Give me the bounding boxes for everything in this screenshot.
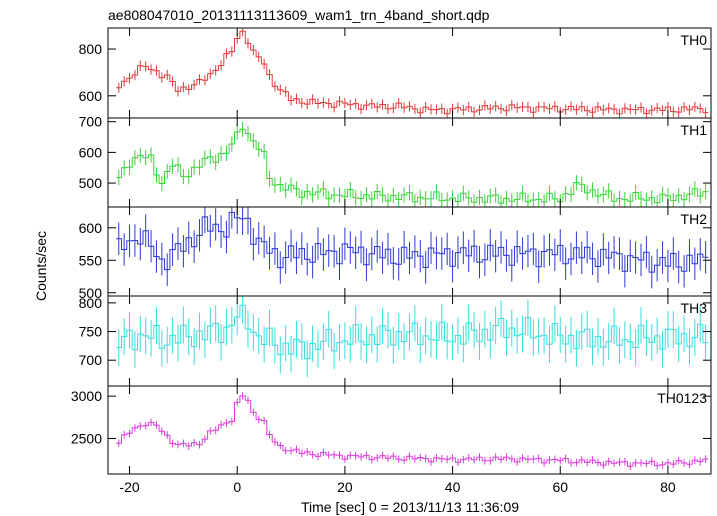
y-tick-label: 700	[79, 114, 103, 130]
x-tick-label: 40	[445, 479, 461, 495]
x-tick-label: 0	[233, 479, 241, 495]
y-tick-label: 700	[79, 352, 103, 368]
panel-th0: 600 800 TH0	[79, 27, 712, 119]
x-tick-label: -20	[119, 479, 139, 495]
th0-step-line	[116, 30, 709, 115]
series-label: TH1	[681, 122, 708, 138]
panel-frame	[107, 385, 712, 475]
panel-th1: 500 600 700 TH1	[79, 114, 712, 208]
y-axis-label: Counts/sec	[33, 231, 49, 301]
y-tick-label: 550	[79, 252, 103, 268]
th0123-step-line	[116, 395, 709, 467]
x-tick-label: 80	[660, 479, 676, 495]
x-axis-label: Time [sec] 0 = 2013/11/13 11:36:09	[301, 499, 519, 515]
y-tick-label: 750	[79, 324, 103, 340]
x-tick-label: 20	[337, 479, 353, 495]
panel-th2: 500 550 600 TH2	[79, 206, 712, 301]
panel-th3: 700 750 800 TH3	[79, 295, 712, 387]
series-label: TH0	[681, 32, 708, 48]
y-tick-label: 800	[79, 295, 103, 311]
x-tick-label: 60	[552, 479, 568, 495]
y-tick-label: 500	[79, 175, 103, 191]
y-tick-label: 600	[79, 88, 103, 104]
y-tick-label: 600	[79, 144, 103, 160]
y-tick-label: 3000	[71, 388, 102, 404]
y-tick-label: 600	[79, 220, 103, 236]
y-tick-label: 2500	[71, 430, 102, 446]
chart-title: ae808047010_20131113113609_wam1_trn_4ban…	[108, 7, 490, 23]
y-tick-label: 800	[79, 41, 103, 57]
panel-th0123: 2500 3000 TH0123 -20 0 20 40 60 80	[71, 385, 712, 495]
series-label: TH3	[681, 300, 708, 316]
y-tick-label: 500	[79, 285, 103, 301]
series-label: TH2	[681, 211, 708, 227]
series-label: TH0123	[657, 390, 707, 406]
